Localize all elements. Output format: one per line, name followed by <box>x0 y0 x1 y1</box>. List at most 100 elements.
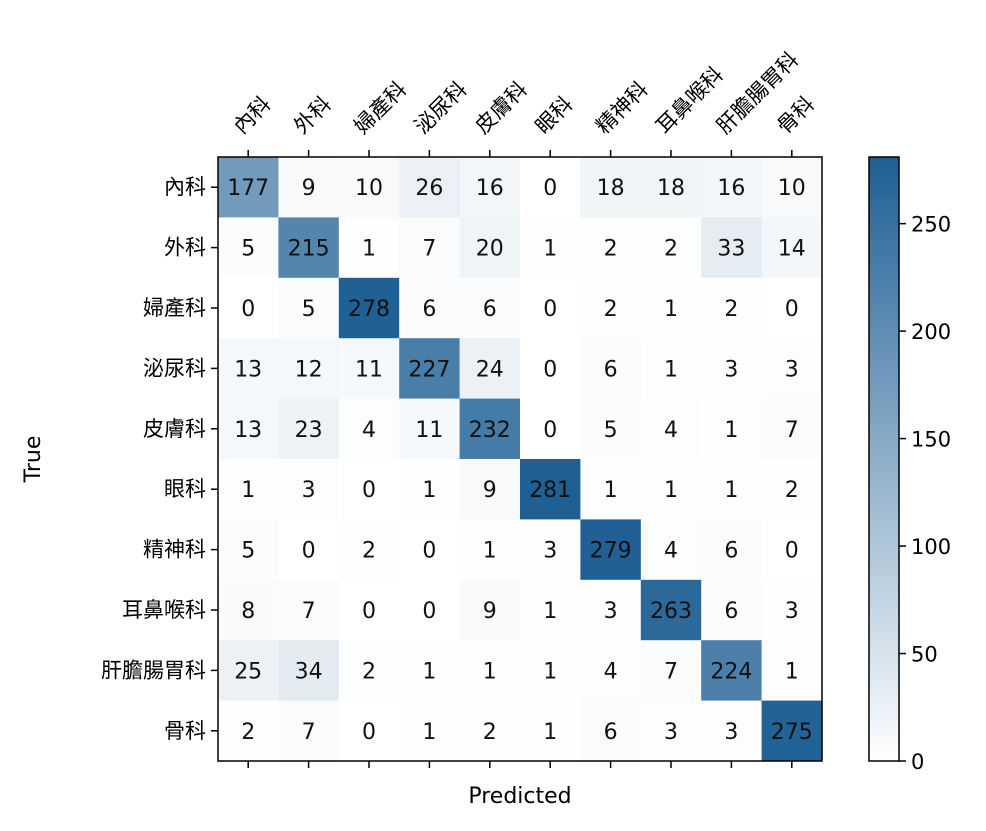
heatmap-cell <box>278 398 340 460</box>
heatmap-cell <box>640 277 702 339</box>
heatmap-cell <box>218 700 279 762</box>
cell-value-label: 11 <box>355 357 383 382</box>
cell-value-label: 33 <box>717 237 745 262</box>
cell-value-label: 26 <box>415 176 443 201</box>
heatmap-cell <box>218 217 279 279</box>
cell-value-label: 2 <box>604 237 618 262</box>
heatmap-cell <box>761 217 823 279</box>
cell-value-label: 10 <box>778 176 806 201</box>
cell-value-label: 5 <box>604 418 618 443</box>
cell-value-label: 5 <box>241 539 255 564</box>
cell-value-label: 24 <box>476 357 504 382</box>
cell-value-label: 1 <box>422 478 436 503</box>
cell-value-label: 0 <box>362 720 376 745</box>
cell-value-label: 6 <box>422 297 436 322</box>
heatmap-cell <box>761 519 823 581</box>
y-tick-label: 肝膽腸胃科 <box>101 658 206 682</box>
cell-value-label: 5 <box>241 237 255 262</box>
heatmap-cell <box>399 459 461 520</box>
heatmap-cell <box>580 277 642 339</box>
cell-value-label: 13 <box>234 418 262 443</box>
heatmap-cell <box>701 398 763 460</box>
heatmap-cell <box>278 700 340 762</box>
y-axis-label: True <box>21 436 46 484</box>
cell-value-label: 14 <box>778 237 806 262</box>
cell-value-label: 0 <box>422 599 436 624</box>
heatmap-cell <box>459 398 521 460</box>
cell-value-label: 0 <box>785 539 799 564</box>
heatmap-cell <box>338 640 400 702</box>
cell-value-label: 279 <box>590 539 632 564</box>
cell-value-label: 1 <box>664 357 678 382</box>
x-axis-label: Predicted <box>468 784 571 809</box>
cell-value-label: 263 <box>650 599 692 624</box>
cell-value-label: 2 <box>664 237 678 262</box>
cell-value-label: 1 <box>664 478 678 503</box>
heatmap-cell <box>399 217 461 279</box>
cell-value-label: 1 <box>362 237 376 262</box>
heatmap-cell <box>701 217 763 279</box>
cell-value-label: 7 <box>785 418 799 443</box>
colorbar-ticks: 0 50 100 150 200 250 <box>899 213 951 774</box>
cell-value-label: 9 <box>483 478 497 503</box>
cell-value-label: 0 <box>422 539 436 564</box>
heatmap-cell <box>459 217 521 279</box>
heatmap-cell <box>399 579 461 641</box>
cell-value-label: 16 <box>476 176 504 201</box>
cell-value-label: 1 <box>543 599 557 624</box>
heatmap-cell <box>520 519 581 581</box>
colorbar-tick-label: 200 <box>911 320 951 344</box>
cell-value-label: 3 <box>724 720 738 745</box>
heatmap-cell <box>278 217 340 279</box>
heatmap-cell <box>278 579 340 641</box>
heatmap-cell <box>399 700 461 762</box>
heatmap-cell <box>761 700 823 762</box>
heatmap-cell <box>640 640 702 702</box>
heatmap-cell <box>338 398 400 460</box>
heatmap-cell <box>338 157 400 218</box>
cell-value-label: 34 <box>295 659 323 684</box>
heatmap-cell <box>218 579 279 641</box>
cell-value-label: 1 <box>543 659 557 684</box>
cell-value-label: 18 <box>597 176 625 201</box>
heatmap-cell <box>701 640 763 702</box>
x-tick-label: 眼科 <box>531 92 578 139</box>
heatmap-cell <box>761 459 823 520</box>
cell-value-label: 4 <box>604 659 618 684</box>
heatmap-cell <box>640 700 702 762</box>
heatmap-cell <box>701 277 763 339</box>
heatmap-cell <box>761 640 823 702</box>
y-tick-label: 婦產科 <box>143 296 206 320</box>
cell-value-label: 0 <box>362 599 376 624</box>
x-tick-label: 皮膚科 <box>470 77 532 139</box>
cell-value-label: 227 <box>408 357 450 382</box>
heatmap-cell <box>580 398 642 460</box>
plot-frame <box>217 156 823 762</box>
heatmap-cell <box>278 640 340 702</box>
heatmap-cell <box>218 338 279 400</box>
heatmap-cell <box>640 579 702 641</box>
cell-value-label: 3 <box>543 539 557 564</box>
cell-value-label: 0 <box>785 297 799 322</box>
heatmap-cell <box>459 519 521 581</box>
heatmap-cell <box>580 519 642 581</box>
heatmap-cell <box>520 700 581 762</box>
cell-value-label: 215 <box>288 237 330 262</box>
heatmap-cell <box>399 338 461 400</box>
heatmap-cell <box>278 157 340 218</box>
heatmap-cell <box>701 157 763 218</box>
heatmap-cell <box>701 579 763 641</box>
cell-value-label: 1 <box>422 659 436 684</box>
cell-value-label: 25 <box>234 659 262 684</box>
cell-value-label: 8 <box>241 599 255 624</box>
heatmap-cell <box>580 338 642 400</box>
heatmap-cell <box>218 157 279 218</box>
cell-value-label: 0 <box>241 297 255 322</box>
heatmap-cell <box>459 700 521 762</box>
heatmap-cell <box>399 157 461 218</box>
cell-value-label: 12 <box>295 357 323 382</box>
cell-value-label: 3 <box>664 720 678 745</box>
x-tick-label: 精神科 <box>591 77 653 139</box>
heatmap-cell <box>520 640 581 702</box>
